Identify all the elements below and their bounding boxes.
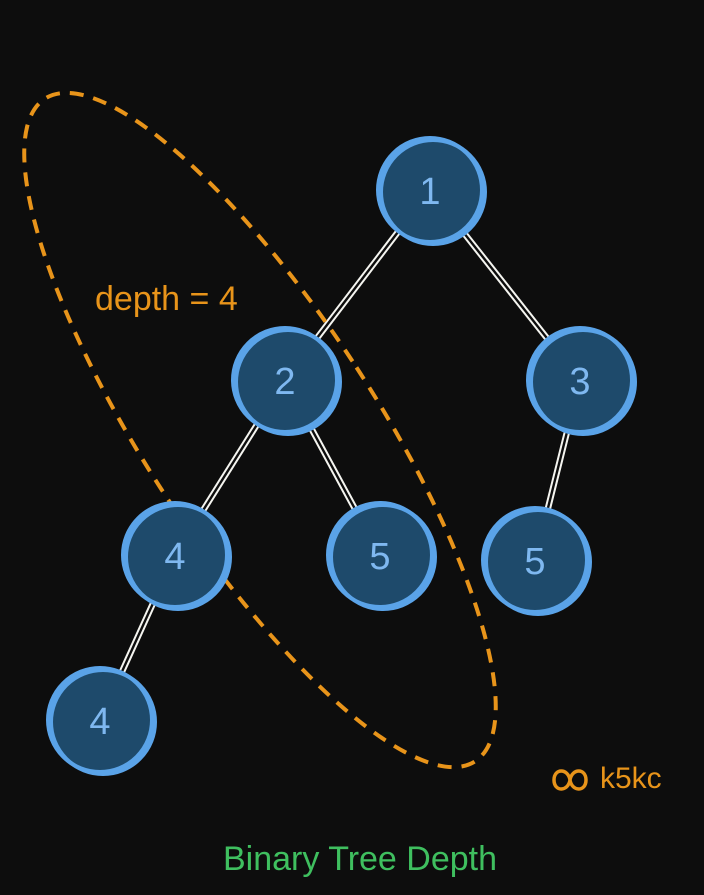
diagram-title: Binary Tree Depth (223, 840, 497, 878)
tree-edge (464, 229, 550, 337)
watermark-text: k5kc (600, 762, 662, 795)
tree-edge (545, 430, 565, 509)
tree-edge (308, 427, 353, 511)
tree-node-label: 4 (89, 701, 110, 743)
tree-edge (318, 233, 400, 340)
tree-node: 4 (48, 668, 155, 774)
depth-annotation: depth = 4 (95, 280, 238, 318)
tree-node-label: 1 (419, 171, 440, 213)
tree-node: 1 (378, 138, 485, 244)
tree-node-label: 3 (569, 361, 590, 403)
tree-node-label: 5 (369, 536, 390, 578)
tree-edge (120, 601, 152, 671)
tree-node: 2 (233, 328, 340, 434)
tree-edge (550, 431, 570, 510)
tree-edge (201, 423, 256, 510)
tree-edge (312, 425, 357, 509)
tree-edge (124, 603, 156, 673)
tree-node: 4 (123, 503, 230, 609)
tree-node: 5 (328, 503, 435, 609)
tree-node-label: 2 (274, 361, 295, 403)
tree-edge (205, 425, 260, 512)
watermark-icon (554, 771, 586, 789)
tree-edge (460, 232, 546, 340)
nodes-layer: 1 2 3 4 5 5 4 (48, 138, 635, 774)
diagram-canvas: 1 2 3 4 5 5 4 depth = 4 Binary Tree Depth k5kc (0, 0, 704, 895)
tree-node: 5 (483, 508, 590, 614)
tree-node-label: 5 (524, 541, 545, 583)
tree-node-label: 4 (164, 536, 185, 578)
tree-node: 3 (528, 328, 635, 434)
